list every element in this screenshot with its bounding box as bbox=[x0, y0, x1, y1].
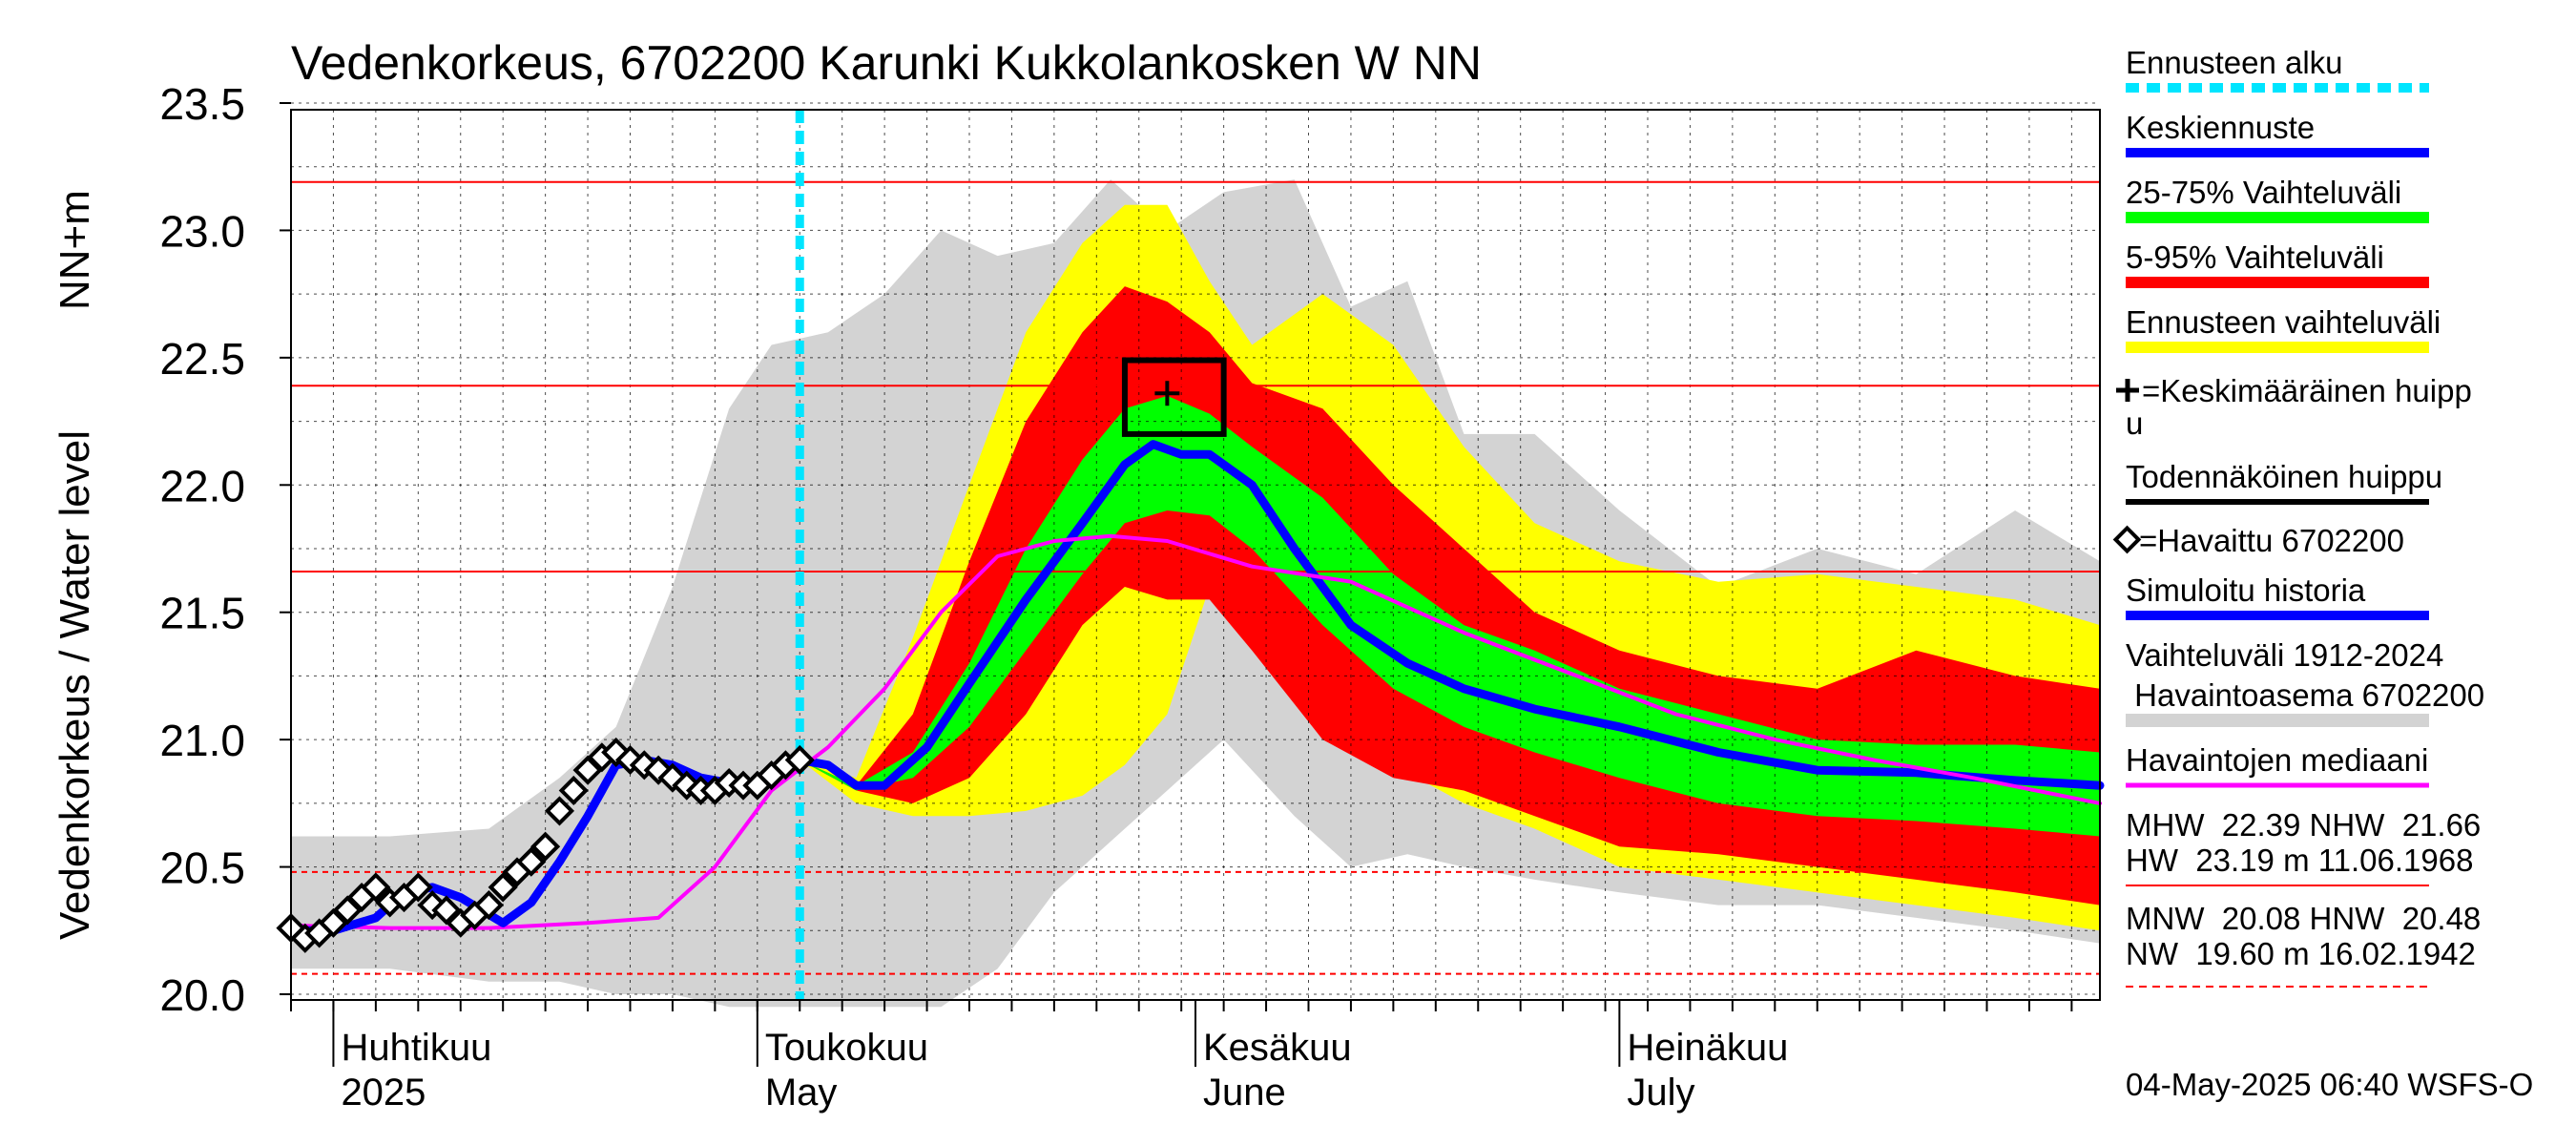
y-axis-unit: NN+m bbox=[52, 190, 98, 310]
forecast-bands bbox=[291, 179, 2100, 1008]
legend-history-label-cont: Havaintoasema 6702200 bbox=[2126, 677, 2484, 713]
y-tick-label: 23.5 bbox=[159, 79, 245, 129]
legend-mean-peak-label-cont: u bbox=[2126, 406, 2143, 441]
x-month-label: Heinäkuu bbox=[1627, 1027, 1788, 1069]
observed-point bbox=[488, 872, 518, 903]
legend-band-forecast-label: Ennusteen vaihteluväli bbox=[2126, 304, 2441, 340]
probable-peak-box bbox=[1121, 357, 1227, 437]
x-month-label: Huhtikuu bbox=[341, 1027, 491, 1069]
x-month-sublabel: May bbox=[765, 1072, 838, 1114]
timestamp: 04-May-2025 06:40 WSFS-O bbox=[2126, 1067, 2533, 1102]
legend-probable-peak-label: Todennäköinen huippu bbox=[2126, 459, 2442, 494]
stats-high-line1: MHW 22.39 NHW 21.66 bbox=[2126, 807, 2481, 843]
observed-point bbox=[516, 846, 547, 877]
legend-mean-forecast-label: Keskiennuste bbox=[2126, 110, 2315, 145]
y-tick-label: 20.0 bbox=[159, 970, 245, 1020]
observed-point bbox=[403, 872, 433, 903]
legend-band-25-75-label: 25-75% Vaihteluväli bbox=[2126, 175, 2401, 210]
observed-point bbox=[558, 775, 589, 806]
line-havaintojen-mediaani bbox=[289, 533, 2102, 930]
reference-lines bbox=[291, 110, 2100, 1000]
stats-low-line1: MNW 20.08 HNW 20.48 bbox=[2126, 901, 2481, 936]
legend-mean-peak-icon bbox=[2116, 379, 2139, 402]
y-tick-label: 21.5 bbox=[159, 589, 245, 638]
band-25-75-vaihteluv-li bbox=[800, 395, 2100, 837]
y-tick-label: 21.0 bbox=[159, 716, 245, 765]
legend-history-label: Vaihteluväli 1912-2024 bbox=[2126, 637, 2443, 673]
y-axis-label: Vedenkorkeus / Water level bbox=[52, 430, 98, 940]
y-tick-label: 23.0 bbox=[159, 206, 245, 256]
legend: Ennusteen alku Keskiennuste 25-75% Vaiht… bbox=[2112, 45, 2484, 988]
legend-median-label: Havaintojen mediaani bbox=[2126, 742, 2428, 778]
y-tick-label: 22.0 bbox=[159, 461, 245, 510]
x-month-label: Toukokuu bbox=[765, 1027, 928, 1069]
peak-markers bbox=[1121, 357, 1227, 437]
x-month-label: Kesäkuu bbox=[1203, 1027, 1352, 1069]
line-keskiennuste bbox=[795, 440, 2105, 790]
legend-forecast-start-label: Ennusteen alku bbox=[2126, 45, 2343, 80]
legend-mean-peak-label: =Keskimääräinen huipp bbox=[2142, 373, 2472, 408]
y-axis: 20.0 20.5 21.0 21.5 22.0 22.5 23.0 23.5 bbox=[159, 79, 291, 1020]
observed-point bbox=[473, 890, 504, 921]
legend-band-5-95-label: 5-95% Vaihteluväli bbox=[2126, 239, 2384, 275]
y-tick-label: 22.5 bbox=[159, 334, 245, 384]
observed-point bbox=[544, 796, 575, 826]
y-tick-label: 20.5 bbox=[159, 843, 245, 893]
stats-low-line2: NW 19.60 m 16.02.1942 bbox=[2126, 936, 2476, 971]
legend-observed-label: =Havaittu 6702200 bbox=[2139, 523, 2404, 558]
observed-point bbox=[530, 831, 561, 862]
x-month-sublabel: June bbox=[1203, 1072, 1286, 1114]
stats-high-line2: HW 23.19 m 11.06.1968 bbox=[2126, 843, 2473, 878]
observed-point bbox=[784, 744, 815, 776]
observed-point bbox=[361, 872, 391, 903]
x-month-sublabel: July bbox=[1627, 1072, 1694, 1114]
chart-title: Vedenkorkeus, 6702200 Karunki Kukkolanko… bbox=[291, 36, 1482, 90]
legend-observed-icon bbox=[2112, 525, 2142, 554]
legend-simulated-label: Simuloitu historia bbox=[2126, 572, 2366, 608]
observed-markers bbox=[276, 737, 815, 953]
x-month-sublabel: 2025 bbox=[341, 1072, 426, 1114]
